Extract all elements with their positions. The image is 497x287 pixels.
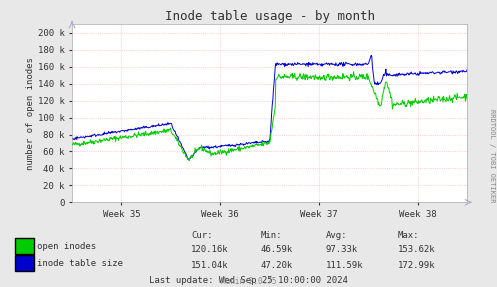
Text: RRDTOOL / TOBI OETIKER: RRDTOOL / TOBI OETIKER xyxy=(489,109,495,203)
Text: Min:: Min: xyxy=(261,231,282,240)
Text: 120.16k: 120.16k xyxy=(191,245,229,254)
Title: Inode table usage - by month: Inode table usage - by month xyxy=(165,10,375,23)
Text: 172.99k: 172.99k xyxy=(398,261,435,270)
Text: Last update: Wed Sep 25 10:00:00 2024: Last update: Wed Sep 25 10:00:00 2024 xyxy=(149,276,348,285)
Text: Cur:: Cur: xyxy=(191,231,213,240)
Text: 111.59k: 111.59k xyxy=(326,261,363,270)
Text: 47.20k: 47.20k xyxy=(261,261,293,270)
Text: 97.33k: 97.33k xyxy=(326,245,358,254)
Text: 153.62k: 153.62k xyxy=(398,245,435,254)
Text: inode table size: inode table size xyxy=(37,259,123,268)
Text: open inodes: open inodes xyxy=(37,242,96,251)
Y-axis label: number of open inodes: number of open inodes xyxy=(26,57,35,170)
Text: 151.04k: 151.04k xyxy=(191,261,229,270)
Text: 46.59k: 46.59k xyxy=(261,245,293,254)
Text: Max:: Max: xyxy=(398,231,419,240)
Text: Munin 2.0.75: Munin 2.0.75 xyxy=(221,277,276,286)
Text: Avg:: Avg: xyxy=(326,231,347,240)
